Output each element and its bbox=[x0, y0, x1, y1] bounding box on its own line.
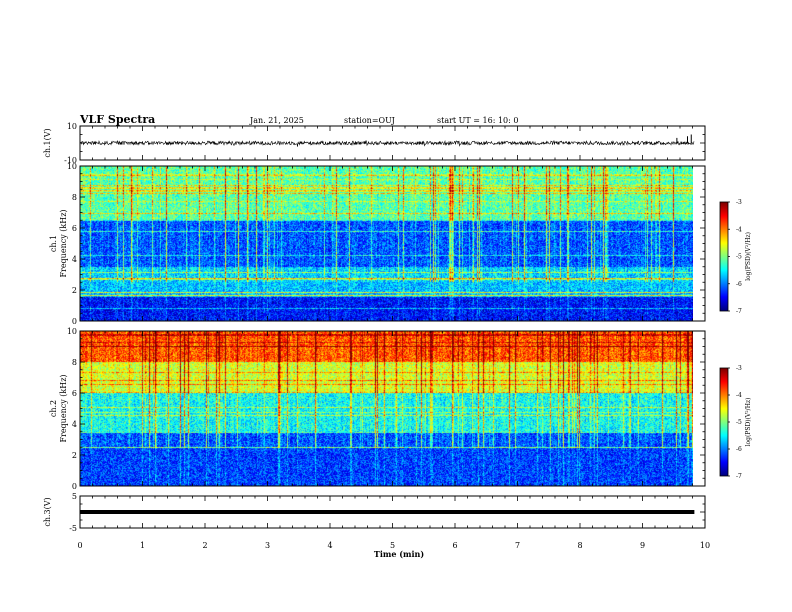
colorbar-tick-label: -6 bbox=[736, 446, 742, 453]
y-tick-label: 10 bbox=[67, 327, 77, 336]
x-tick-label: 6 bbox=[452, 541, 457, 550]
x-tick-label: 9 bbox=[640, 541, 645, 550]
y-axis-title: Frequency (kHz) bbox=[59, 374, 68, 442]
x-tick-label: 5 bbox=[390, 541, 395, 550]
y-tick-label: -5 bbox=[69, 524, 77, 533]
y-tick-label: 2 bbox=[72, 286, 77, 295]
ch2-spectrogram-image bbox=[80, 331, 693, 486]
colorbar-tick-label: -4 bbox=[736, 392, 742, 399]
x-tick-label: 3 bbox=[265, 541, 270, 550]
ch2-colorbar-image bbox=[720, 368, 728, 476]
ch1-waveform-line bbox=[79, 140, 695, 147]
x-tick-label: 0 bbox=[77, 541, 82, 550]
station-label: station=OUJ bbox=[344, 116, 395, 125]
y-axis-channel-label: ch.1 bbox=[49, 235, 58, 252]
y-tick-label: 0 bbox=[72, 482, 77, 491]
y-tick-label: 4 bbox=[72, 420, 77, 429]
y-axis-title: Frequency (kHz) bbox=[59, 209, 68, 277]
colorbar-tick-label: -3 bbox=[736, 365, 742, 372]
x-tick-label: 1 bbox=[140, 541, 145, 550]
y-tick-label: -10 bbox=[64, 156, 77, 165]
y-tick-label: 8 bbox=[72, 193, 77, 202]
y-tick-label: 6 bbox=[72, 224, 77, 233]
colorbar-tick-label: -4 bbox=[736, 226, 742, 233]
y-tick-label: 0 bbox=[72, 317, 77, 326]
colorbar-tick-label: -7 bbox=[736, 308, 742, 315]
x-tick-label: 10 bbox=[700, 541, 710, 550]
x-tick-label: 8 bbox=[577, 541, 582, 550]
x-tick-label: 2 bbox=[202, 541, 207, 550]
y-axis-channel-label: ch.2 bbox=[49, 400, 58, 417]
colorbar-title: log(PSD)(V²/Hz) bbox=[745, 232, 752, 281]
start-time-label: start UT = 16: 10: 0 bbox=[437, 116, 518, 125]
y-tick-label: 5 bbox=[72, 492, 77, 501]
x-tick-label: 7 bbox=[515, 541, 520, 550]
x-tick-label: 4 bbox=[327, 541, 332, 550]
ch1-colorbar-image bbox=[720, 202, 728, 311]
y-tick-label: 8 bbox=[72, 358, 77, 367]
y-tick-label: 10 bbox=[67, 162, 77, 171]
colorbar-title: log(PSD)(V²/Hz) bbox=[745, 398, 752, 447]
ch1-spectrogram-image bbox=[80, 166, 693, 321]
y-tick-label: 6 bbox=[72, 389, 77, 398]
y-tick-label: 4 bbox=[72, 255, 77, 264]
figure-title: VLF Spectra bbox=[79, 113, 155, 126]
y-tick-label: 2 bbox=[72, 451, 77, 460]
date-label: Jan. 21, 2025 bbox=[249, 116, 304, 125]
y-tick-label: 10 bbox=[67, 122, 77, 131]
y-axis-title: ch.1(V) bbox=[43, 128, 52, 157]
y-axis-title: ch.3(V) bbox=[43, 497, 52, 526]
colorbar-tick-label: -5 bbox=[736, 254, 742, 261]
colorbar-tick-label: -3 bbox=[736, 199, 742, 206]
colorbar-tick-label: -7 bbox=[736, 473, 742, 480]
colorbar-tick-label: -6 bbox=[736, 281, 742, 288]
x-axis-title: Time (min) bbox=[374, 549, 424, 559]
colorbar-tick-label: -5 bbox=[736, 419, 742, 426]
colorbar-axes: -3 -4 -5 -6 -7 log(PSD)(V²/Hz) -3 -4 -5 -6 -7 log(P… bbox=[719, 199, 752, 480]
ch1-spikes bbox=[676, 134, 692, 143]
